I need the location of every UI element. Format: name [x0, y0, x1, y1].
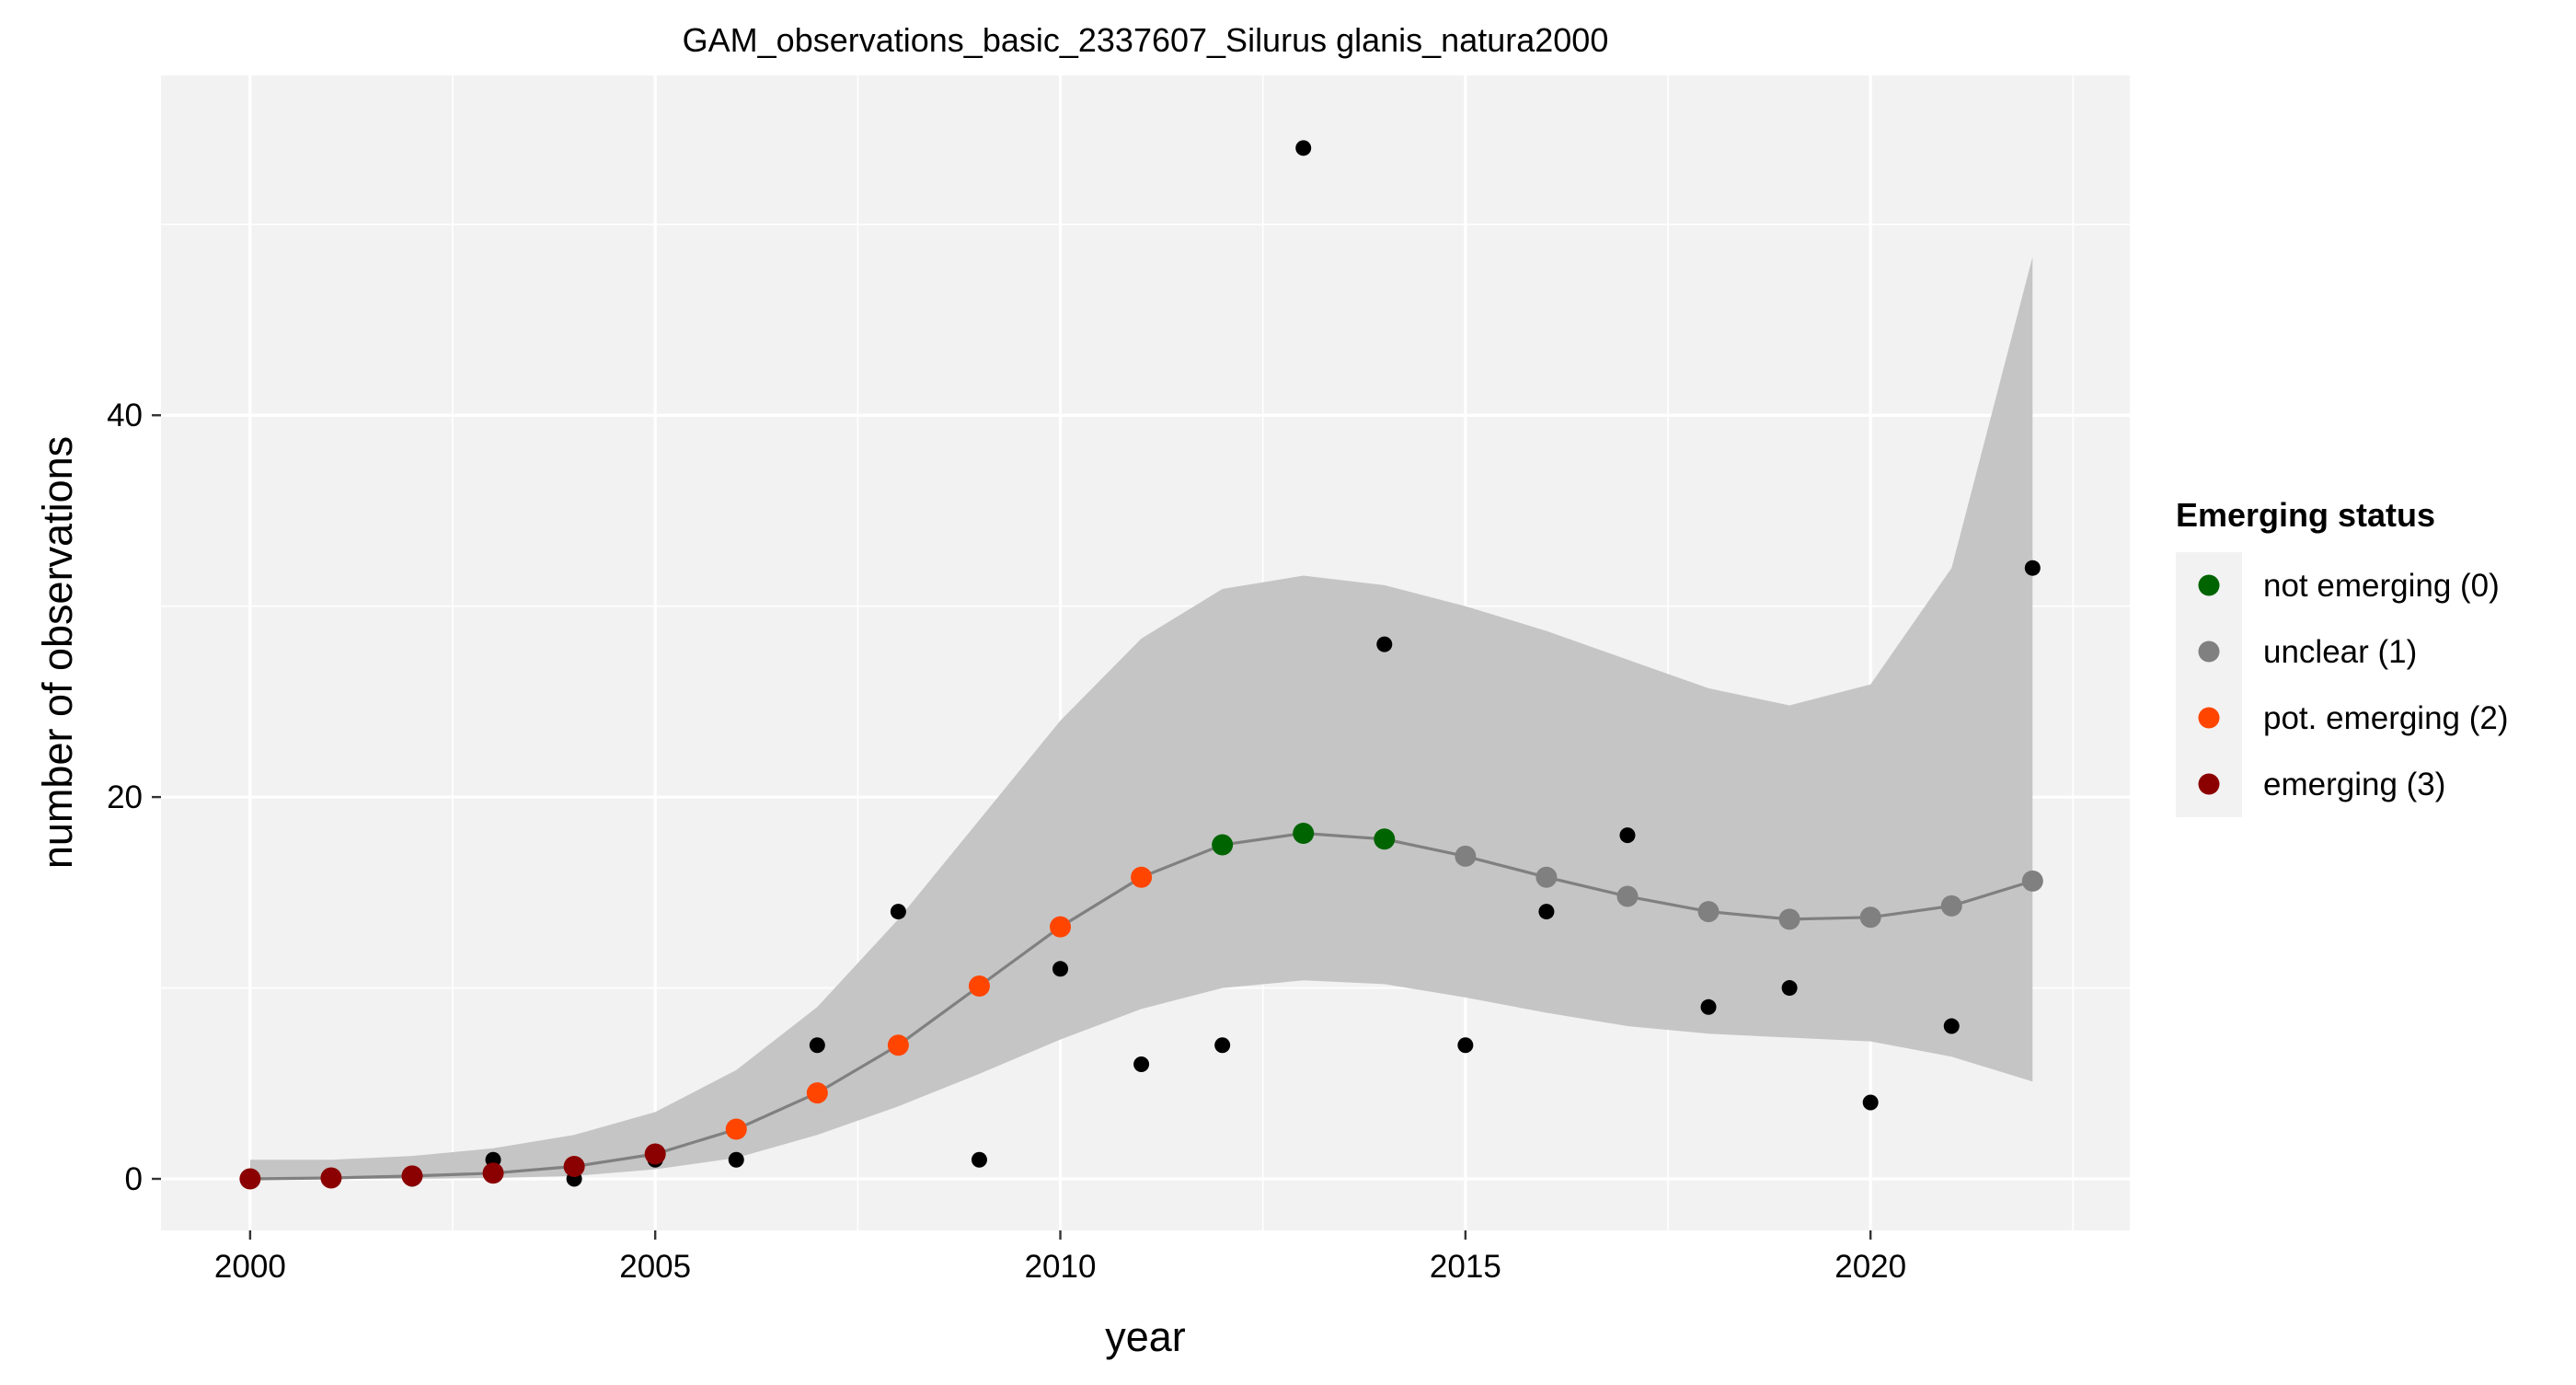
observed-point [1295, 140, 1312, 156]
x-tick-label: 2020 [1834, 1249, 1906, 1285]
chart-title: GAM_observations_basic_2337607_Silurus g… [683, 21, 1609, 59]
x-axis: 2000 2005 2010 2015 2020 [214, 1230, 1906, 1285]
legend-label: not emerging (0) [2263, 568, 2500, 604]
y-tick-label: 20 [107, 779, 143, 815]
fit-point [482, 1162, 504, 1184]
observed-point [1214, 1037, 1231, 1054]
x-tick-label: 2000 [214, 1249, 286, 1285]
fit-point [1697, 901, 1719, 923]
fit-point [1940, 894, 1962, 917]
legend-key-background [2176, 552, 2242, 817]
observed-point [1781, 980, 1798, 997]
y-tick-label: 0 [125, 1161, 143, 1197]
legend-label: pot. emerging (2) [2263, 700, 2509, 736]
y-axis: 0 20 40 [107, 398, 161, 1197]
observed-point [1052, 961, 1069, 977]
fit-point [1859, 906, 1881, 929]
fit-point [239, 1168, 261, 1190]
observed-point [1133, 1056, 1150, 1073]
observed-point [2024, 560, 2041, 576]
y-axis-title: number of observations [34, 436, 81, 869]
fit-point [1374, 828, 1396, 850]
fit-point [1212, 834, 1234, 856]
fit-point [320, 1167, 342, 1189]
fit-point [1535, 866, 1558, 888]
fit-point [644, 1143, 666, 1165]
legend-label: unclear (1) [2263, 634, 2417, 670]
fit-points-layer [239, 823, 2043, 1190]
legend: Emerging status not emerging (0) unclear … [2176, 496, 2509, 817]
fit-point [1778, 908, 1800, 930]
legend-title: Emerging status [2176, 496, 2435, 534]
fit-point [1293, 823, 1315, 845]
observed-point [809, 1037, 825, 1054]
fit-point [968, 975, 990, 997]
observed-point [728, 1151, 744, 1168]
x-axis-title: year [1105, 1313, 1186, 1360]
fit-point [563, 1156, 585, 1178]
observed-point [1619, 827, 1636, 844]
observed-point [1376, 636, 1393, 652]
legend-key [2198, 773, 2220, 795]
legend-key [2198, 707, 2220, 729]
observed-point [1943, 1018, 1960, 1034]
fit-point [401, 1165, 423, 1187]
observed-point [1862, 1094, 1879, 1111]
x-tick-label: 2005 [619, 1249, 691, 1285]
confidence-ribbon [249, 257, 2033, 1180]
legend-items: not emerging (0) unclear (1) pot. emerging… [2176, 552, 2509, 817]
fit-point [1455, 845, 1477, 867]
observed-point [1538, 904, 1555, 920]
fit-point [725, 1118, 747, 1140]
fit-point [887, 1034, 909, 1056]
x-tick-label: 2015 [1430, 1249, 1501, 1285]
legend-key [2198, 641, 2220, 663]
observed-point [890, 904, 906, 920]
fit-point [1616, 885, 1639, 907]
y-tick-label: 40 [107, 398, 143, 433]
legend-key [2198, 574, 2220, 596]
fit-point [806, 1082, 828, 1104]
observed-point [971, 1151, 987, 1168]
fit-point [1050, 916, 1072, 938]
legend-label: emerging (3) [2263, 767, 2445, 802]
fit-point [1131, 866, 1153, 888]
observed-point [1457, 1037, 1474, 1054]
observed-point [1700, 998, 1717, 1015]
confidence-ribbon-layer [249, 257, 2033, 1180]
x-tick-label: 2010 [1025, 1249, 1097, 1285]
fit-point [2021, 870, 2043, 892]
